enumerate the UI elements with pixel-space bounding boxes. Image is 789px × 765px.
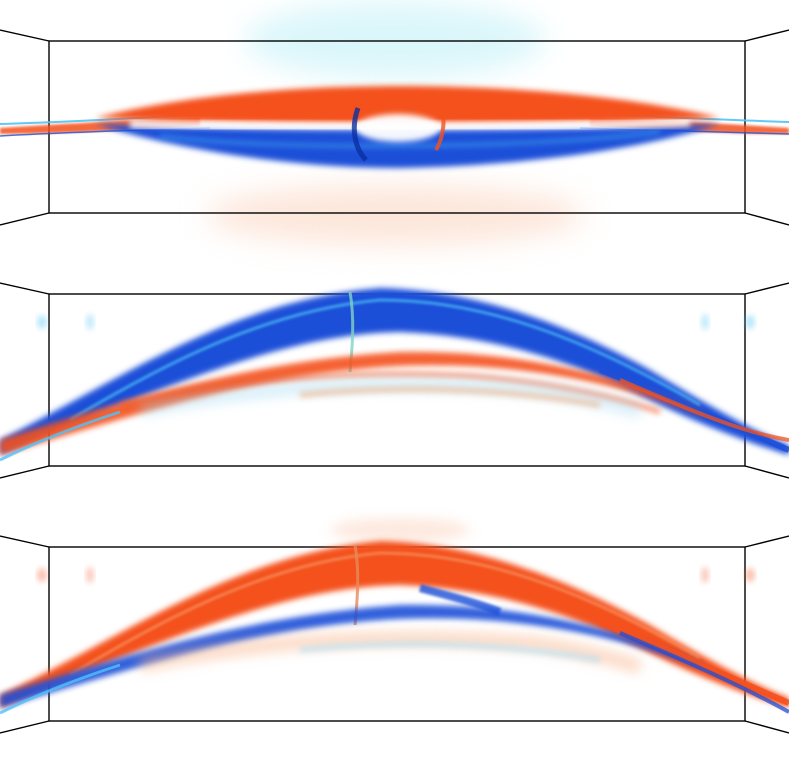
lens-upper-red bbox=[95, 86, 720, 124]
lens-core bbox=[356, 114, 440, 142]
panel-bottom bbox=[0, 518, 789, 734]
glow-below bbox=[205, 185, 585, 245]
arch-upper-red bbox=[0, 541, 789, 708]
panel-middle bbox=[0, 282, 789, 479]
panel-top bbox=[0, 2, 789, 245]
arch-upper-blue bbox=[0, 288, 789, 455]
arch-lower-red bbox=[0, 351, 705, 455]
arch-lower-blue bbox=[0, 604, 705, 708]
glow-above bbox=[245, 2, 545, 78]
